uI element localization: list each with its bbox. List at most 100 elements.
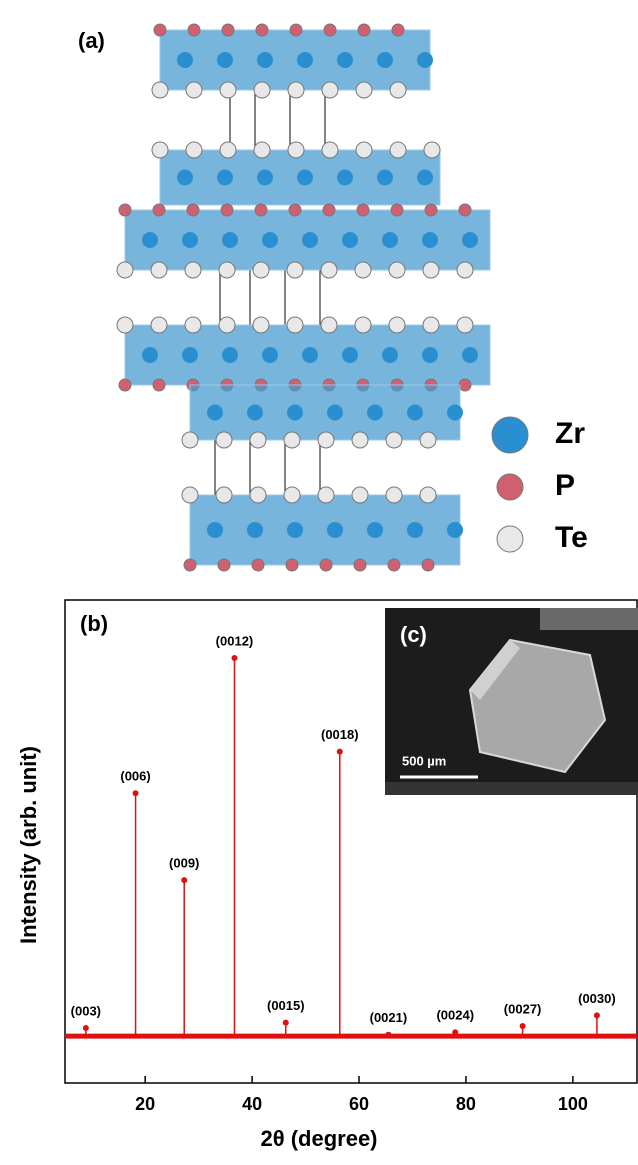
atom	[256, 24, 268, 36]
atom	[153, 204, 165, 216]
atom	[389, 262, 405, 278]
panel-label: (a)	[78, 28, 105, 53]
atom	[425, 204, 437, 216]
zr-atom	[177, 170, 193, 186]
atom	[420, 432, 436, 448]
atom	[185, 262, 201, 278]
x-tick-label: 40	[242, 1094, 262, 1114]
zr-atom	[422, 347, 438, 363]
zr-atom	[462, 232, 478, 248]
x-tick-label: 60	[349, 1094, 369, 1114]
atom	[422, 559, 434, 571]
zr-atom	[142, 232, 158, 248]
zr-atom	[262, 347, 278, 363]
atom	[254, 142, 270, 158]
atom	[290, 24, 302, 36]
x-axis-label: 2θ (degree)	[260, 1126, 377, 1151]
zr-atom	[247, 522, 263, 538]
zr-atom	[302, 347, 318, 363]
atom	[151, 317, 167, 333]
atom	[117, 262, 133, 278]
atom	[355, 317, 371, 333]
atom	[322, 82, 338, 98]
atom	[355, 262, 371, 278]
zr-atom	[342, 232, 358, 248]
atom	[255, 204, 267, 216]
zr-atom	[327, 405, 343, 421]
peak-marker	[283, 1020, 289, 1026]
peak-marker	[594, 1012, 600, 1018]
atom	[185, 317, 201, 333]
atom	[389, 317, 405, 333]
atom	[253, 317, 269, 333]
atom	[252, 559, 264, 571]
atom	[187, 204, 199, 216]
zr-atom	[297, 52, 313, 68]
atom	[254, 82, 270, 98]
atom	[288, 142, 304, 158]
peak-label: (009)	[169, 856, 199, 871]
zr-atom	[342, 347, 358, 363]
atom	[182, 487, 198, 503]
atom	[220, 142, 236, 158]
atom	[287, 317, 303, 333]
x-tick-label: 80	[456, 1094, 476, 1114]
atom	[117, 317, 133, 333]
atom	[322, 142, 338, 158]
atom	[390, 142, 406, 158]
atom	[222, 24, 234, 36]
x-tick-label: 20	[135, 1094, 155, 1114]
legend-marker	[492, 417, 528, 453]
atom	[392, 24, 404, 36]
zr-atom	[287, 522, 303, 538]
zr-atom	[257, 52, 273, 68]
zr-atom	[337, 52, 353, 68]
atom	[357, 204, 369, 216]
atom	[250, 432, 266, 448]
peak-marker	[385, 1032, 391, 1038]
zr-atom	[257, 170, 273, 186]
atom	[284, 432, 300, 448]
atom	[457, 317, 473, 333]
legend-label: Te	[555, 521, 588, 554]
atom	[423, 317, 439, 333]
atom	[250, 487, 266, 503]
atom	[186, 82, 202, 98]
atom	[119, 204, 131, 216]
atom	[457, 262, 473, 278]
peak-marker	[83, 1025, 89, 1031]
atom	[324, 24, 336, 36]
atom	[186, 142, 202, 158]
info-bar	[385, 782, 638, 795]
zr-atom	[247, 405, 263, 421]
atom	[216, 432, 232, 448]
atom	[321, 317, 337, 333]
peak-marker	[231, 655, 237, 661]
atom	[218, 559, 230, 571]
atom	[459, 204, 471, 216]
zr-atom	[447, 522, 463, 538]
peak-label: (0027)	[504, 1001, 542, 1016]
atom	[221, 204, 233, 216]
legend-marker	[497, 526, 523, 552]
atom	[288, 82, 304, 98]
atom	[219, 317, 235, 333]
zr-atom	[447, 405, 463, 421]
zr-atom	[287, 405, 303, 421]
zr-atom	[462, 347, 478, 363]
legend-label: P	[555, 469, 575, 502]
atom	[424, 142, 440, 158]
scale-label: 500 µm	[402, 753, 446, 768]
zr-atom	[382, 347, 398, 363]
atom	[153, 379, 165, 391]
crystal-structure	[117, 24, 490, 571]
atom	[216, 487, 232, 503]
atom	[286, 559, 298, 571]
atom	[391, 204, 403, 216]
legend-label: Zr	[555, 417, 585, 450]
peak-label: (006)	[120, 769, 150, 784]
atom	[390, 82, 406, 98]
zr-atom	[377, 52, 393, 68]
atom	[352, 487, 368, 503]
zr-atom	[407, 522, 423, 538]
